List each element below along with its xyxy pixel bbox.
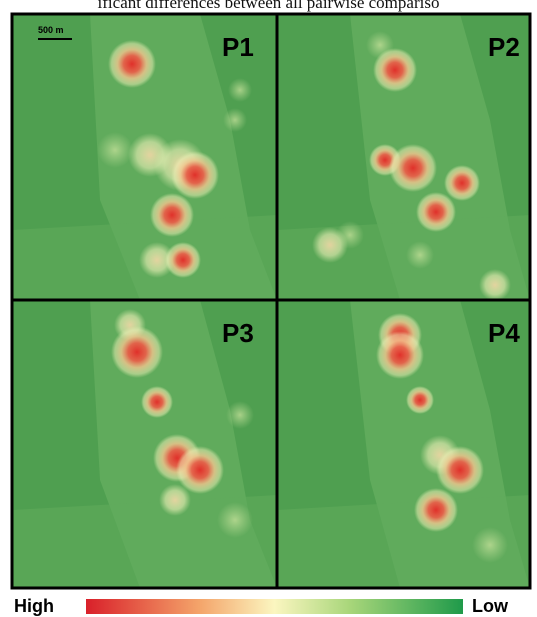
color-bar [86,599,463,614]
heat-p2 [312,31,511,300]
panel-label: P1 [222,32,254,62]
legend-high: High [14,596,54,616]
caption-fragment: ificant differences between all pairwise… [97,0,440,12]
heat-p1 [97,40,252,278]
scale-bar-label: 500 m [38,25,64,35]
heat-p4 [376,313,508,563]
panel-label: P3 [222,318,254,348]
legend-low: Low [472,596,509,616]
panel-label: P2 [488,32,520,62]
panel-label: P4 [488,318,520,348]
heat-p3 [111,309,254,538]
